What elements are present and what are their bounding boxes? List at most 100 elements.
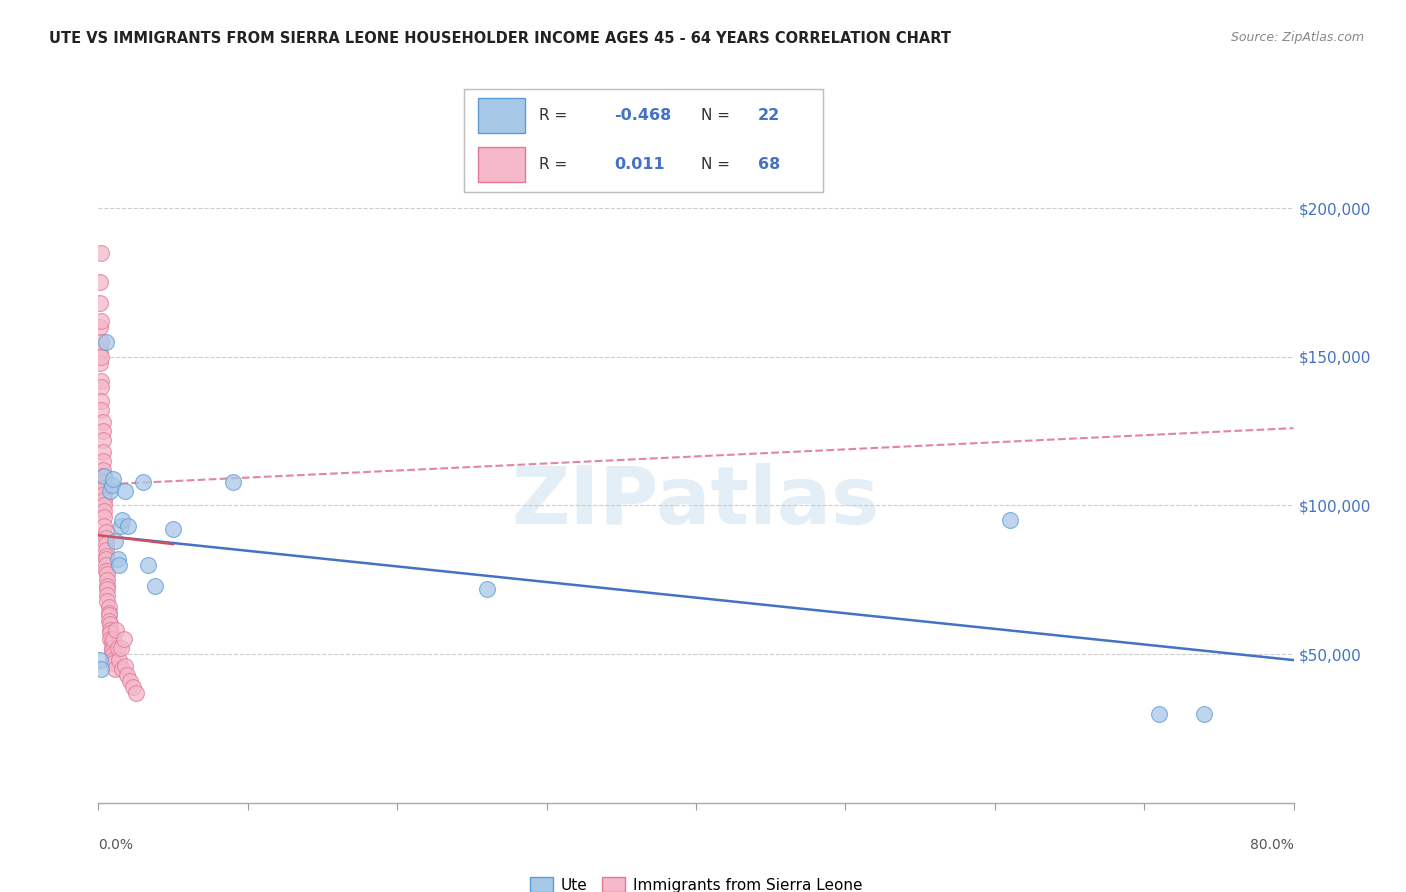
Point xyxy=(1147,706,1170,721)
Point xyxy=(89,653,111,667)
Point xyxy=(112,632,135,647)
Point xyxy=(90,379,112,393)
Point xyxy=(93,492,115,507)
Point xyxy=(100,624,122,638)
Point xyxy=(103,472,125,486)
Point xyxy=(111,513,134,527)
Point xyxy=(143,579,166,593)
Point xyxy=(101,644,124,658)
Text: R =: R = xyxy=(540,108,568,123)
Point xyxy=(108,653,131,667)
Text: N =: N = xyxy=(700,157,730,171)
Point xyxy=(110,519,132,533)
Point xyxy=(101,477,124,491)
Text: 80.0%: 80.0% xyxy=(1250,838,1294,853)
Point xyxy=(89,296,111,310)
Point xyxy=(90,374,112,388)
Text: R =: R = xyxy=(540,157,568,171)
Point xyxy=(103,653,125,667)
Point xyxy=(91,424,114,438)
Text: UTE VS IMMIGRANTS FROM SIERRA LEONE HOUSEHOLDER INCOME AGES 45 - 64 YEARS CORREL: UTE VS IMMIGRANTS FROM SIERRA LEONE HOUS… xyxy=(49,31,952,46)
Point xyxy=(1192,706,1215,721)
Y-axis label: Householder Income Ages 45 - 64 years: Householder Income Ages 45 - 64 years xyxy=(0,322,7,615)
Point xyxy=(93,504,115,518)
Point xyxy=(104,534,127,549)
Point xyxy=(100,626,122,640)
Point xyxy=(136,558,159,572)
FancyBboxPatch shape xyxy=(478,98,524,133)
Point xyxy=(97,599,120,614)
Point xyxy=(91,475,114,489)
Point xyxy=(91,463,114,477)
Point xyxy=(162,522,184,536)
Point xyxy=(94,552,117,566)
Point xyxy=(107,641,129,656)
Point xyxy=(94,531,117,545)
Point xyxy=(121,680,143,694)
Point xyxy=(94,334,117,349)
Point xyxy=(132,475,155,489)
Point xyxy=(91,415,114,429)
Point xyxy=(97,615,120,629)
Point xyxy=(89,343,111,358)
Point xyxy=(90,350,112,364)
Point xyxy=(96,566,118,581)
Point xyxy=(94,549,117,563)
Point xyxy=(108,558,131,572)
Point xyxy=(101,635,124,649)
Point xyxy=(93,510,115,524)
Point xyxy=(89,276,111,290)
Point xyxy=(93,519,115,533)
Point xyxy=(100,632,122,647)
Point xyxy=(110,641,132,656)
Point xyxy=(94,525,117,540)
Point xyxy=(94,564,117,578)
Point xyxy=(96,579,118,593)
Point xyxy=(105,624,128,638)
Point xyxy=(115,668,138,682)
Point xyxy=(100,617,122,632)
FancyBboxPatch shape xyxy=(478,146,524,181)
Point xyxy=(97,608,120,623)
Point xyxy=(114,659,136,673)
Point xyxy=(94,543,117,558)
Point xyxy=(91,433,114,447)
Text: 0.011: 0.011 xyxy=(614,157,665,171)
Point xyxy=(117,519,139,533)
Point xyxy=(94,558,117,572)
Text: Source: ZipAtlas.com: Source: ZipAtlas.com xyxy=(1230,31,1364,45)
Point xyxy=(93,468,115,483)
Point xyxy=(96,588,118,602)
Point xyxy=(90,662,112,676)
Point xyxy=(222,475,245,489)
Point xyxy=(90,314,112,328)
Text: -0.468: -0.468 xyxy=(614,108,672,123)
Point xyxy=(90,394,112,409)
Legend: Ute, Immigrants from Sierra Leone: Ute, Immigrants from Sierra Leone xyxy=(523,871,869,892)
Point xyxy=(96,582,118,596)
Point xyxy=(93,499,115,513)
Point xyxy=(101,641,124,656)
Point xyxy=(90,403,112,417)
Point xyxy=(93,486,115,500)
Point xyxy=(91,454,114,468)
Text: ZIPatlas: ZIPatlas xyxy=(512,463,880,541)
Point xyxy=(114,483,136,498)
Point xyxy=(94,537,117,551)
Text: 68: 68 xyxy=(758,157,780,171)
Point xyxy=(107,552,129,566)
Text: 0.0%: 0.0% xyxy=(98,838,134,853)
Point xyxy=(90,334,112,349)
Point xyxy=(998,513,1021,527)
Point xyxy=(103,647,125,661)
Point xyxy=(475,582,498,596)
Point xyxy=(96,573,118,587)
Point xyxy=(89,356,111,370)
Point xyxy=(103,632,125,647)
Point xyxy=(91,468,114,483)
Point xyxy=(100,483,122,498)
Point xyxy=(96,593,118,607)
Point xyxy=(111,662,134,676)
Point xyxy=(89,320,111,334)
Point xyxy=(118,673,141,688)
